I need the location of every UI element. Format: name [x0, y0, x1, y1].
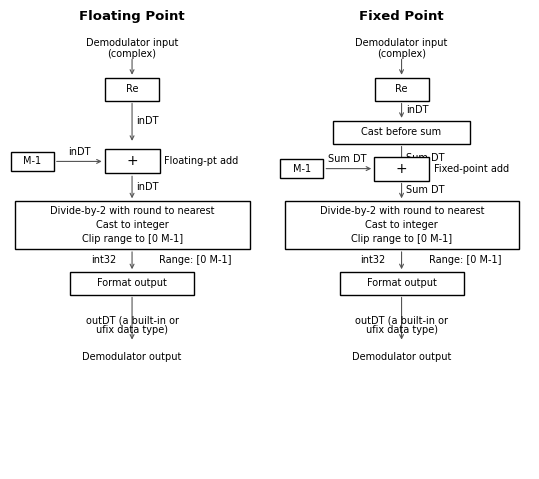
Text: Divide-by-2 with round to nearest
Cast to integer
Clip range to [0 M-1]: Divide-by-2 with round to nearest Cast t… — [320, 206, 484, 244]
Text: int32: int32 — [91, 255, 116, 264]
Text: inDT: inDT — [136, 116, 159, 125]
Text: Re: Re — [126, 84, 139, 94]
Text: Re: Re — [395, 84, 408, 94]
Text: inDT: inDT — [136, 182, 159, 192]
Text: Floating Point: Floating Point — [79, 10, 185, 23]
Text: ufix data type): ufix data type) — [365, 325, 438, 334]
Text: Sum DT: Sum DT — [406, 185, 444, 195]
Text: outDT (a built-in or: outDT (a built-in or — [355, 316, 448, 326]
Text: int32: int32 — [361, 255, 385, 264]
FancyBboxPatch shape — [374, 157, 429, 181]
Text: Fixed Point: Fixed Point — [359, 10, 444, 23]
Text: +: + — [396, 161, 407, 176]
Text: Format output: Format output — [97, 278, 167, 288]
Text: Fixed-point add: Fixed-point add — [434, 164, 509, 173]
Text: Demodulator output: Demodulator output — [352, 352, 451, 362]
FancyBboxPatch shape — [280, 159, 323, 178]
Text: Floating-pt add: Floating-pt add — [164, 157, 239, 166]
Text: ufix data type): ufix data type) — [96, 325, 168, 334]
FancyBboxPatch shape — [375, 78, 429, 101]
Text: (complex): (complex) — [377, 49, 426, 58]
Text: Sum DT: Sum DT — [406, 153, 444, 162]
Text: outDT (a built-in or: outDT (a built-in or — [86, 316, 178, 326]
FancyBboxPatch shape — [15, 201, 250, 249]
FancyBboxPatch shape — [333, 121, 470, 144]
FancyBboxPatch shape — [105, 149, 160, 173]
Text: Range: [0 M-1]: Range: [0 M-1] — [429, 255, 501, 264]
Text: inDT: inDT — [406, 105, 429, 115]
Text: (complex): (complex) — [108, 49, 156, 58]
Text: +: + — [126, 154, 138, 169]
Text: inDT: inDT — [68, 147, 91, 157]
FancyBboxPatch shape — [70, 272, 194, 295]
Text: Divide-by-2 with round to nearest
Cast to integer
Clip range to [0 M-1]: Divide-by-2 with round to nearest Cast t… — [50, 206, 215, 244]
Text: Sum DT: Sum DT — [328, 154, 367, 164]
FancyBboxPatch shape — [11, 152, 54, 171]
FancyBboxPatch shape — [285, 201, 519, 249]
Text: Range: [0 M-1]: Range: [0 M-1] — [159, 255, 232, 264]
Text: Cast before sum: Cast before sum — [362, 127, 441, 137]
Text: M-1: M-1 — [293, 164, 311, 173]
Text: Demodulator input: Demodulator input — [355, 38, 448, 48]
Text: Demodulator output: Demodulator output — [82, 352, 182, 362]
Text: Format output: Format output — [367, 278, 437, 288]
Text: Demodulator input: Demodulator input — [86, 38, 178, 48]
FancyBboxPatch shape — [105, 78, 159, 101]
FancyBboxPatch shape — [340, 272, 464, 295]
Text: M-1: M-1 — [23, 157, 42, 166]
